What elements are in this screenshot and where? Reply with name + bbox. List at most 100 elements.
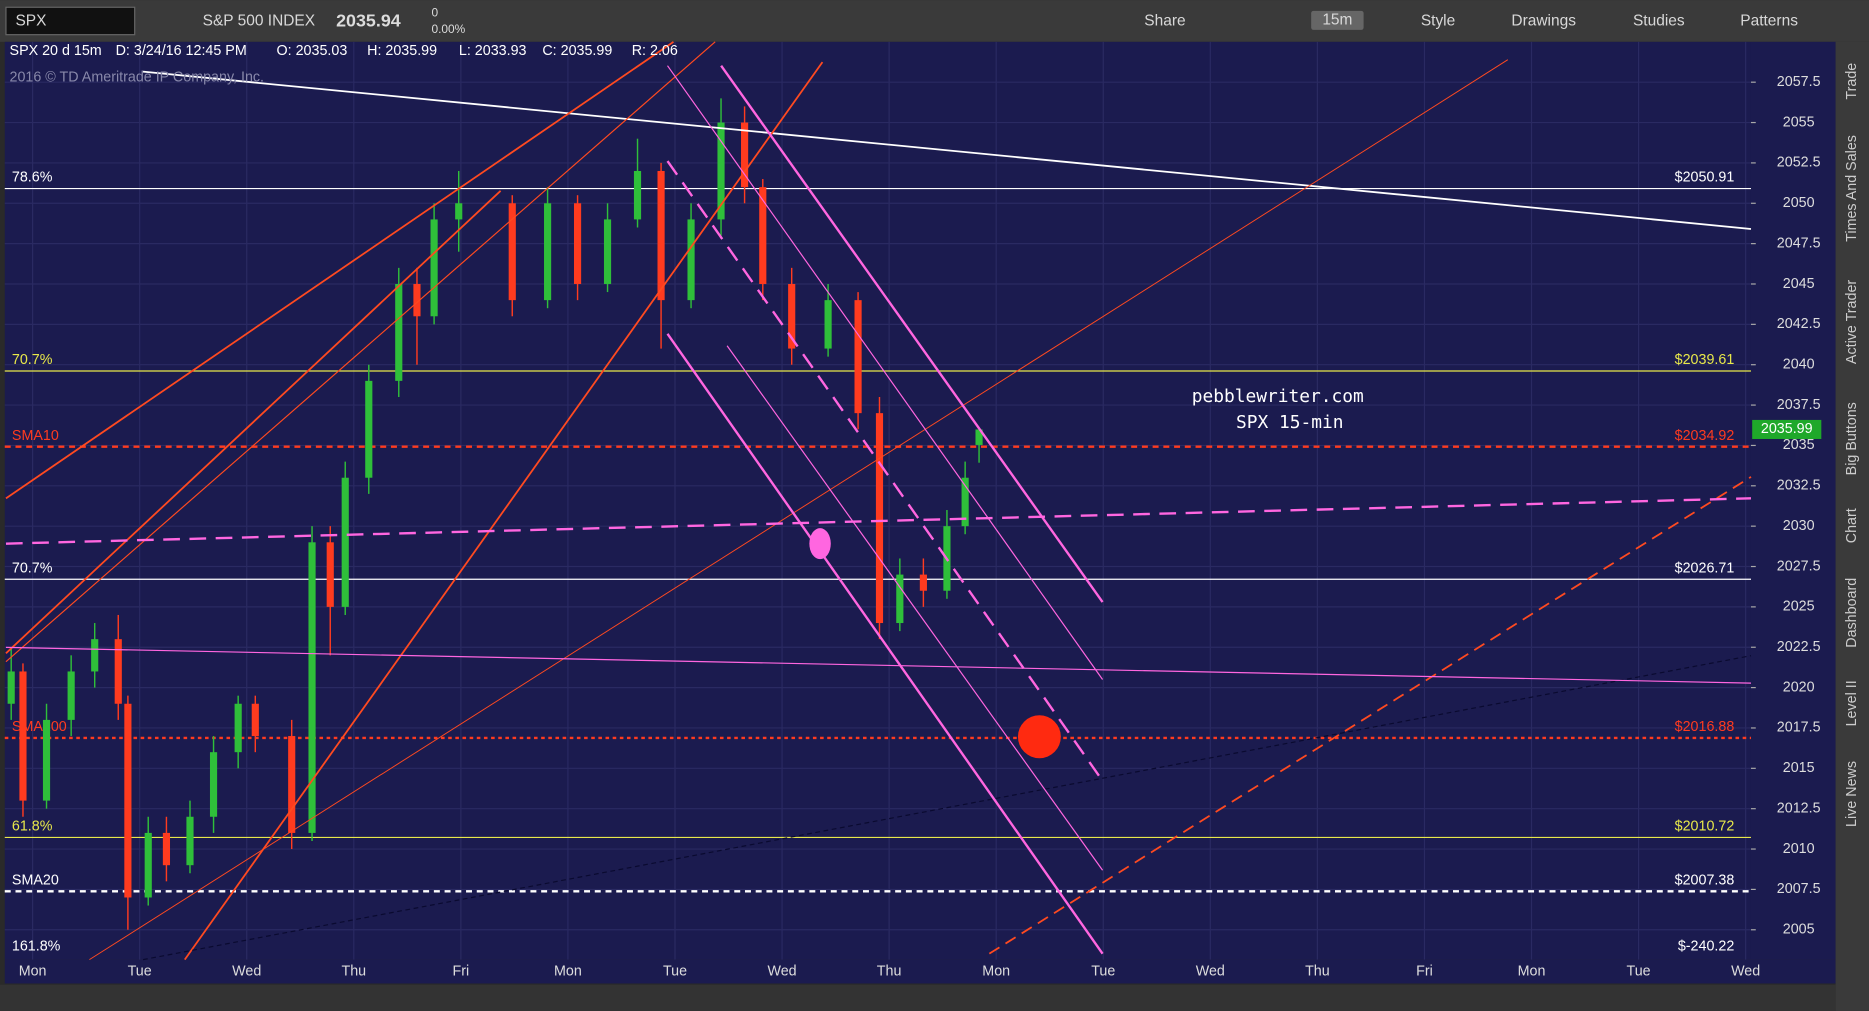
candle-body (759, 187, 767, 284)
x-tick-label: Thu (1305, 963, 1330, 979)
x-tick-label: Thu (341, 963, 366, 979)
candle-body (395, 283, 403, 381)
candle-body (326, 542, 334, 607)
bar-date: D: 3/24/16 12:45 PM (116, 43, 247, 59)
candle-body (544, 203, 552, 301)
last-price-tag (1752, 419, 1822, 439)
level-price: $2034.92 (1675, 428, 1735, 444)
bar-open: O: 2035.03 (277, 43, 348, 59)
y-tick-label: 2057.5 (1777, 74, 1821, 90)
trendline (5, 646, 1752, 684)
level-name: 78.6% (12, 170, 53, 186)
candle-body (824, 300, 832, 349)
level-name: 70.7% (12, 560, 53, 576)
x-tick-label: Mon (19, 963, 47, 979)
candle-body (19, 671, 27, 801)
y-tick-label: 2037.5 (1777, 397, 1821, 413)
candle-body (288, 736, 296, 833)
scrollbar[interactable] (0, 984, 1836, 1011)
target-marker (1017, 715, 1061, 759)
y-tick-label: 2052.5 (1777, 155, 1821, 171)
y-tick-label: 2012.5 (1777, 800, 1821, 816)
y-tick-label: 2040 (1783, 356, 1815, 372)
side-tab[interactable]: Times And Sales (1844, 135, 1860, 242)
candle-body (114, 639, 122, 704)
studies-button[interactable]: Studies (1633, 13, 1685, 30)
candle-body (186, 816, 194, 866)
level-name: 161.8% (12, 938, 61, 954)
candle-body (7, 671, 15, 704)
bar-range: R: 2.06 (632, 43, 678, 59)
x-tick-label: Mon (982, 963, 1010, 979)
x-tick-label: Tue (1627, 963, 1651, 979)
trendline (184, 61, 824, 961)
channel-line (666, 160, 1104, 782)
x-tick-label: Tue (663, 963, 687, 979)
y-tick-label: 2045 (1783, 276, 1815, 292)
drawings-button[interactable]: Drawings (1511, 13, 1576, 30)
side-tab[interactable]: Dashboard (1844, 578, 1860, 648)
side-tab[interactable]: Level II (1844, 680, 1860, 726)
annotation: pebblewriter.com (1192, 386, 1364, 407)
x-tick-label: Wed (1196, 963, 1225, 979)
x-tick-label: Thu (877, 963, 902, 979)
level-price: $2010.72 (1675, 818, 1735, 834)
timeframe-button[interactable]: 15m (1322, 11, 1352, 28)
candle-body (413, 283, 421, 317)
candle-body (209, 752, 218, 817)
side-tab[interactable]: Live News (1844, 761, 1860, 827)
price-axis (1750, 41, 1836, 960)
timeframe-box[interactable] (1311, 10, 1364, 30)
candle-body (573, 203, 582, 284)
trendline (142, 70, 1752, 230)
candle-body (162, 832, 171, 866)
y-tick-label: 2047.5 (1777, 235, 1821, 251)
y-tick-label: 2050 (1783, 195, 1815, 211)
last-price: 2035.94 (336, 10, 401, 30)
candle-body (365, 380, 373, 478)
y-tick-label: 2022.5 (1777, 639, 1821, 655)
side-tab[interactable]: Chart (1844, 508, 1860, 543)
level-price: $2016.88 (1675, 719, 1735, 735)
side-tab[interactable]: Big Buttons (1844, 402, 1860, 475)
candle-body (341, 477, 349, 607)
pct-change: 0.00% (431, 22, 465, 36)
candle-body (91, 639, 99, 672)
candle-body (67, 671, 75, 720)
y-tick-label: 2020 (1783, 679, 1815, 695)
candle-body (657, 170, 665, 301)
bar-high: H: 2035.99 (367, 43, 437, 59)
level-name: SMA10 (12, 428, 59, 444)
drawings (5, 41, 1752, 961)
side-tabs: Trade Times And Sales Active Trader Big But… (1844, 63, 1860, 827)
level-name: 61.8% (12, 818, 53, 834)
candle-body (854, 300, 862, 414)
x-tick-label: Wed (767, 963, 796, 979)
level-name: SMA20 (12, 872, 59, 888)
style-button[interactable]: Style (1421, 13, 1455, 30)
last-price-label: 2035.99 (1761, 421, 1813, 437)
symbol-box[interactable] (5, 6, 136, 36)
level-name: 70.7% (12, 352, 53, 368)
y-tick-label: 2055 (1783, 114, 1815, 130)
symbol[interactable]: SPX (15, 13, 46, 30)
candle-body (975, 429, 983, 445)
time-axis (4, 959, 1836, 984)
toolbar (0, 0, 1869, 42)
candle-body (633, 170, 642, 220)
candle-body (687, 219, 695, 301)
level-price: $2039.61 (1675, 352, 1735, 368)
side-tab[interactable]: Active Trader (1844, 280, 1860, 364)
y-tick-label: 2030 (1783, 518, 1815, 534)
side-tab[interactable]: Trade (1844, 63, 1860, 100)
candle-body (896, 574, 904, 624)
candle-body (603, 219, 612, 284)
trendline (5, 41, 716, 663)
bar-close: C: 2035.99 (542, 43, 612, 59)
candle-body (251, 703, 259, 737)
share-button[interactable]: Share (1144, 13, 1185, 30)
patterns-button[interactable]: Patterns (1740, 13, 1798, 30)
candle-body (42, 719, 51, 801)
trendline (89, 59, 1509, 961)
